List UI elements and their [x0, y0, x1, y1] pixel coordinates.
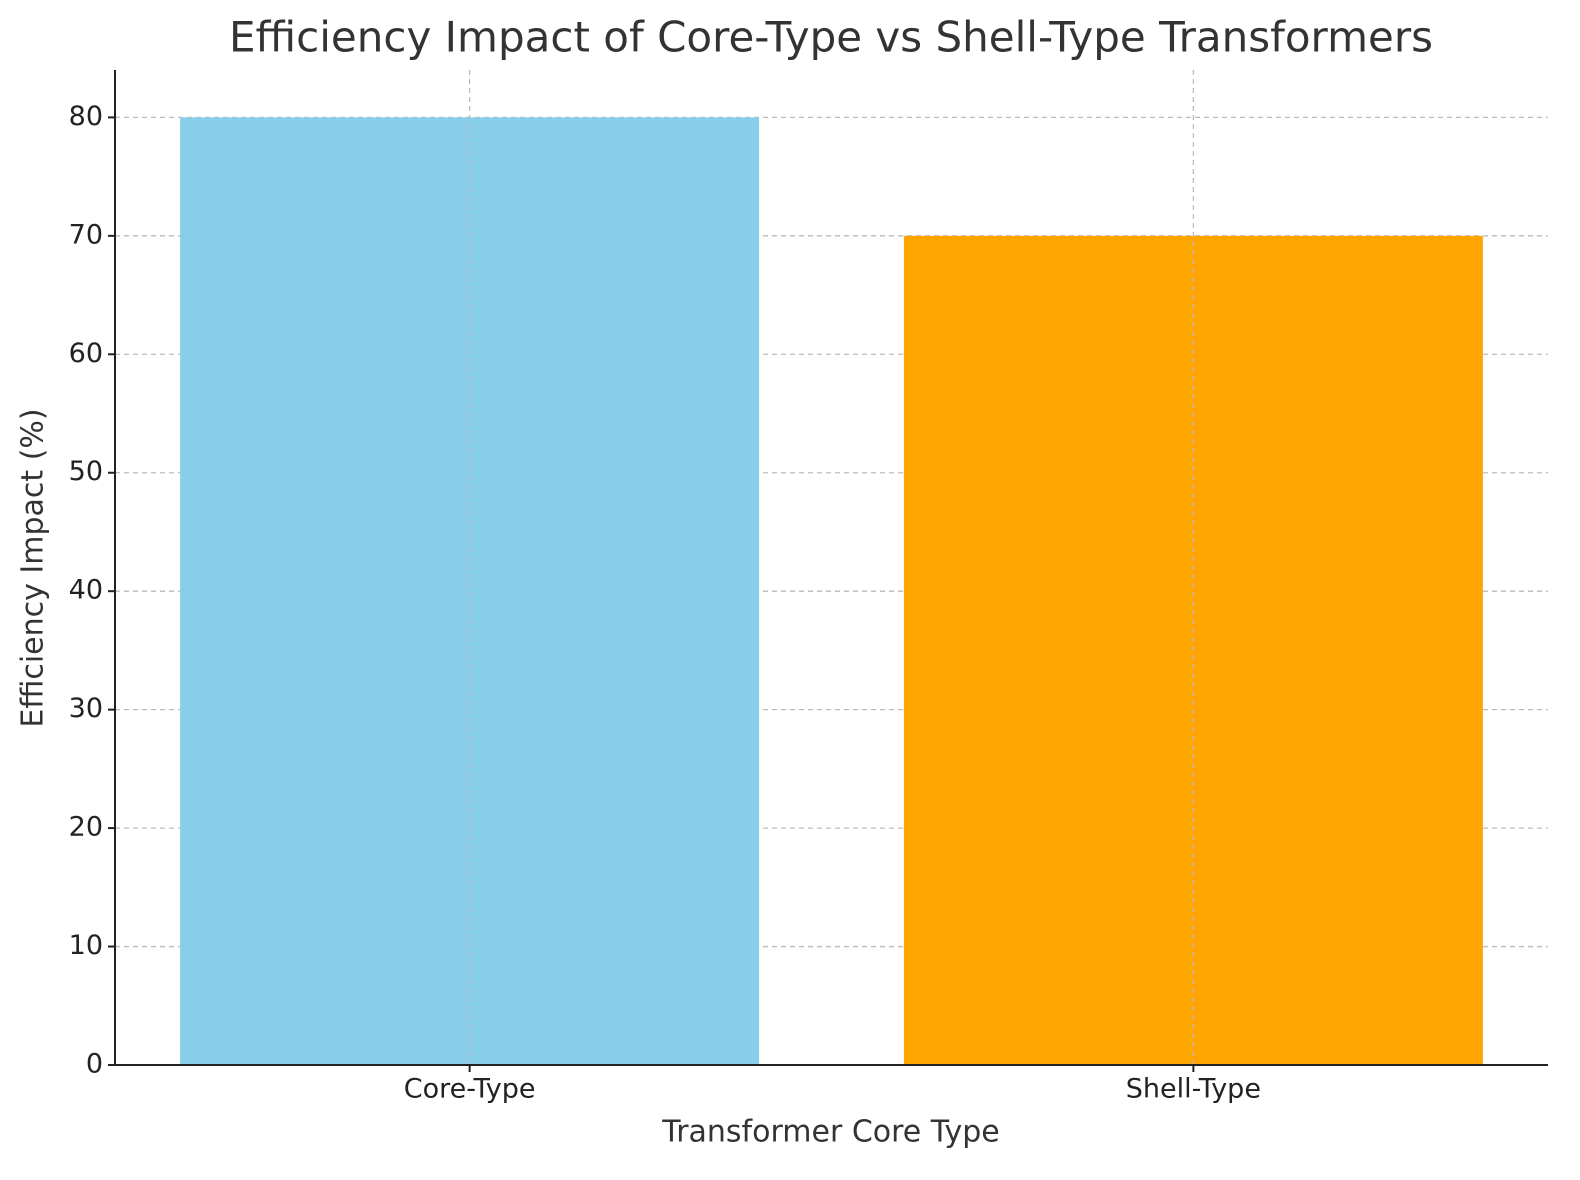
- y-axis-label: Efficiency Impact (%): [16, 408, 51, 727]
- y-tick-label: 40: [69, 575, 103, 606]
- y-tick-label: 80: [69, 101, 103, 132]
- y-tick-label: 50: [69, 456, 103, 487]
- x-axis-label: Transformer Core Type: [661, 1115, 999, 1150]
- chart-title: Efficiency Impact of Core-Type vs Shell-…: [229, 13, 1433, 62]
- x-tick-label: Shell-Type: [1126, 1074, 1261, 1105]
- x-tick-label: Core-Type: [404, 1074, 536, 1105]
- y-tick-label: 60: [69, 338, 103, 369]
- y-tick-label: 20: [69, 812, 103, 843]
- y-tick-label: 0: [86, 1049, 103, 1080]
- y-tick-label: 70: [69, 219, 103, 250]
- y-tick-label: 30: [69, 693, 103, 724]
- y-tick-label: 10: [69, 930, 103, 961]
